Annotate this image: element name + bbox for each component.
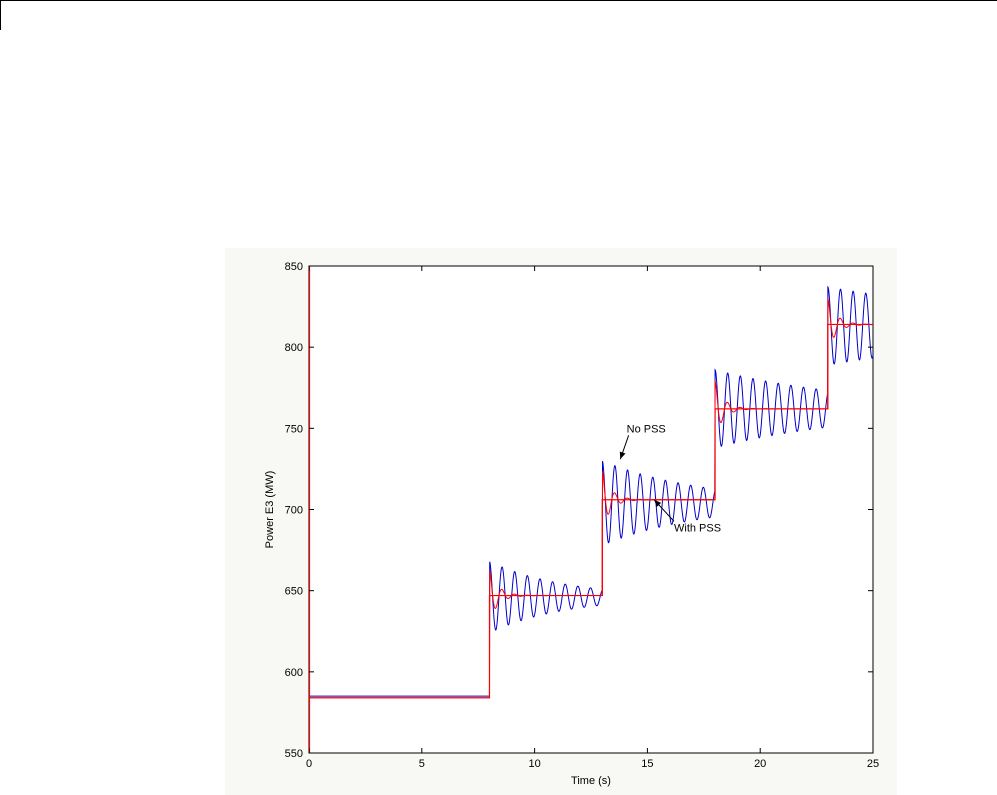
annotation-arrowhead bbox=[654, 499, 662, 507]
page-top-border bbox=[0, 0, 997, 1]
x-tick-label: 20 bbox=[754, 758, 766, 770]
annotation-arrowhead bbox=[619, 451, 626, 460]
y-tick-label: 550 bbox=[285, 748, 303, 760]
axes-box bbox=[308, 265, 874, 754]
annotation-with-pss: With PSS bbox=[674, 522, 721, 534]
x-tick-label: 5 bbox=[419, 758, 425, 770]
page-corner-mark bbox=[0, 0, 1, 30]
x-axis-label: Time (s) bbox=[571, 775, 611, 787]
power-chart: No PSS With PSS 0 5 10 15 20 25 550 600 650 700 75… bbox=[264, 261, 879, 787]
ticks-layer: 0 5 10 15 20 25 550 600 650 700 750 800 850 bbox=[285, 261, 879, 770]
series-no-pss-line bbox=[309, 285, 873, 697]
y-tick-label: 600 bbox=[285, 667, 303, 679]
y-tick-label: 800 bbox=[285, 342, 303, 354]
x-tick-label: 10 bbox=[528, 758, 540, 770]
x-tick-label: 0 bbox=[306, 758, 312, 770]
figure-panel: No PSS With PSS 0 5 10 15 20 25 550 600 650 700 75… bbox=[225, 248, 897, 795]
y-tick-label: 850 bbox=[285, 261, 303, 273]
y-tick-label: 750 bbox=[285, 423, 303, 435]
x-tick-label: 25 bbox=[867, 758, 879, 770]
annotation-layer: No PSS With PSS bbox=[619, 423, 721, 534]
y-tick-label: 650 bbox=[285, 586, 303, 598]
annotation-no-pss: No PSS bbox=[627, 423, 666, 435]
series-with-pss-line bbox=[309, 298, 873, 699]
y-tick-label: 700 bbox=[285, 505, 303, 517]
x-tick-label: 15 bbox=[641, 758, 653, 770]
y-axis-label: Power E3 (MW) bbox=[264, 471, 276, 549]
